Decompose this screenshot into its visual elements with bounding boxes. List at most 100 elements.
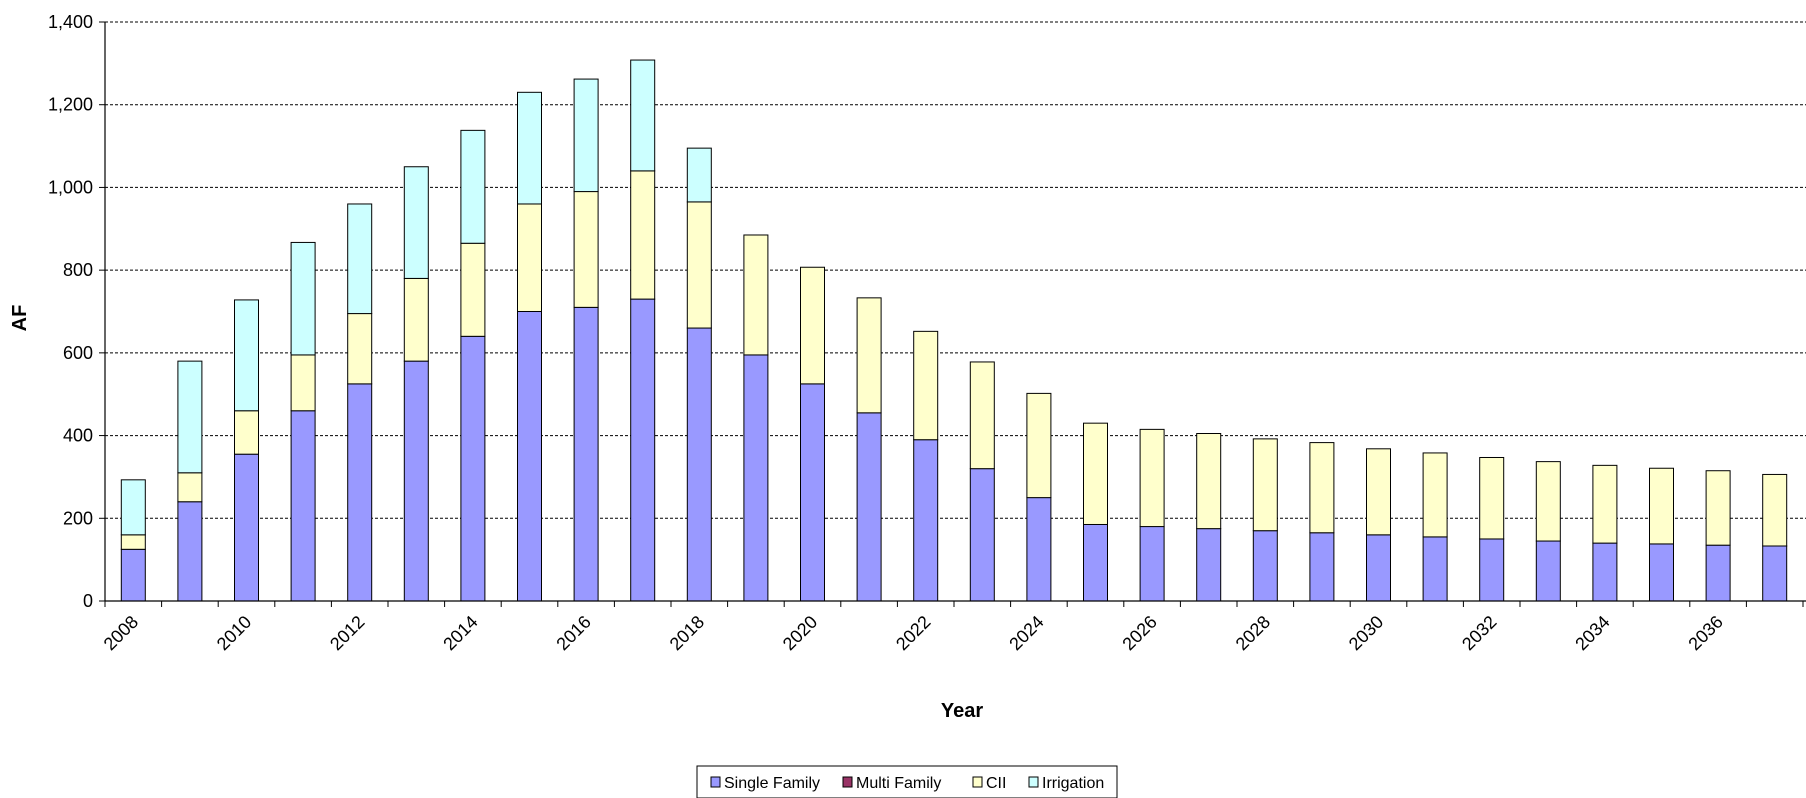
legend-swatch xyxy=(710,776,721,788)
bar-single-family xyxy=(403,360,429,602)
x-axis-title: Year xyxy=(941,700,983,722)
bar-irrigation xyxy=(403,166,429,279)
bar-cii xyxy=(1252,438,1278,532)
bar-irrigation xyxy=(460,129,486,244)
bar-single-family xyxy=(234,453,259,602)
bar-cii xyxy=(1309,442,1335,534)
x-tick-label: 2022 xyxy=(892,612,934,654)
bar-cii xyxy=(856,297,882,414)
bar-cii xyxy=(913,330,939,441)
bars xyxy=(120,59,1788,602)
bar-single-family xyxy=(686,327,712,602)
bar-single-family xyxy=(1309,532,1335,602)
bar-cii xyxy=(1649,467,1674,545)
bar-cii xyxy=(403,277,429,362)
x-tick-label: 2034 xyxy=(1571,612,1613,654)
x-tick-label: 2032 xyxy=(1458,612,1500,654)
legend-swatch xyxy=(842,776,853,788)
legend-swatch xyxy=(972,776,983,788)
bar-cii xyxy=(234,410,259,455)
bar-irrigation xyxy=(177,360,203,474)
bar-cii xyxy=(1762,473,1788,547)
bar-single-family xyxy=(177,501,203,602)
bar-irrigation xyxy=(120,479,146,536)
legend-label: Irrigation xyxy=(1042,775,1104,792)
bar-single-family xyxy=(1422,536,1448,602)
bar-cii xyxy=(177,472,203,503)
legend: Single Family Multi Family CII Irrigation xyxy=(696,765,1118,798)
x-tick-label: 2016 xyxy=(552,612,594,654)
axes xyxy=(99,21,1806,607)
x-tick-label: 2028 xyxy=(1232,612,1274,654)
bar-single-family xyxy=(120,548,146,602)
y-tick-label: 0 xyxy=(83,591,93,611)
x-tick-label: 2020 xyxy=(779,612,821,654)
y-tick-label: 400 xyxy=(63,426,93,446)
bar-cii xyxy=(290,354,316,412)
legend-swatch xyxy=(1028,776,1039,788)
bar-single-family xyxy=(800,383,825,602)
bar-cii xyxy=(517,203,542,313)
y-tick-labels: 0 200 400 600 800 1,000 1,200 1,400 xyxy=(48,12,93,611)
bar-single-family xyxy=(460,335,486,602)
bar-single-family xyxy=(743,354,769,602)
y-tick-label: 1,400 xyxy=(48,12,93,32)
bar-single-family xyxy=(630,298,656,602)
bar-single-family xyxy=(1649,543,1674,602)
bar-cii xyxy=(1705,470,1731,546)
y-tick-label: 800 xyxy=(63,260,93,280)
bar-single-family xyxy=(290,410,316,602)
bar-cii xyxy=(743,234,769,356)
bar-single-family xyxy=(1762,545,1788,602)
bar-single-family xyxy=(1366,534,1391,602)
gridlines xyxy=(105,21,1806,519)
bar-single-family xyxy=(1083,523,1108,602)
bar-irrigation xyxy=(573,78,599,193)
legend-box xyxy=(696,765,1118,798)
x-tick-label: 2014 xyxy=(439,612,481,654)
bar-single-family xyxy=(913,439,939,602)
x-tick-label: 2030 xyxy=(1345,612,1387,654)
bar-cii xyxy=(1083,422,1108,525)
bar-single-family xyxy=(1592,542,1618,602)
y-tick-label: 1,200 xyxy=(48,95,93,115)
bar-cii xyxy=(1026,392,1052,499)
bar-single-family xyxy=(1705,544,1731,602)
x-tick-label: 2008 xyxy=(100,612,142,654)
y-tick-label: 1,000 xyxy=(48,177,93,197)
y-axis-title: AF xyxy=(9,305,31,332)
y-tick-label: 200 xyxy=(63,508,93,528)
bar-single-family xyxy=(1479,538,1505,602)
bar-single-family xyxy=(347,383,373,602)
bar-irrigation xyxy=(686,147,712,203)
bar-cii xyxy=(347,313,373,385)
bar-cii xyxy=(120,534,146,550)
bar-single-family xyxy=(517,311,542,602)
bar-single-family xyxy=(1252,530,1278,602)
x-tick-label: 2036 xyxy=(1684,612,1726,654)
bar-single-family xyxy=(573,306,599,602)
bar-cii xyxy=(1139,428,1165,528)
bar-cii xyxy=(1535,461,1561,542)
bar-irrigation xyxy=(517,91,542,205)
bar-single-family xyxy=(969,468,995,602)
bar-cii xyxy=(1422,452,1448,538)
bar-single-family xyxy=(1026,497,1052,602)
bar-single-family xyxy=(856,412,882,602)
x-tick-label: 2018 xyxy=(666,612,708,654)
bar-cii xyxy=(1366,448,1391,536)
bar-irrigation xyxy=(234,299,259,412)
bar-cii xyxy=(686,201,712,329)
x-tick-label: 2024 xyxy=(1005,612,1047,654)
bar-irrigation xyxy=(347,203,373,315)
x-tick-label: 2010 xyxy=(213,612,255,654)
bar-cii xyxy=(1479,456,1505,540)
bar-cii xyxy=(1196,433,1222,530)
bar-cii xyxy=(460,242,486,337)
bar-single-family xyxy=(1196,528,1222,602)
x-tick-label: 2012 xyxy=(326,612,368,654)
bar-cii xyxy=(969,361,995,470)
x-tick-label: 2026 xyxy=(1118,612,1160,654)
bar-cii xyxy=(1592,464,1618,544)
